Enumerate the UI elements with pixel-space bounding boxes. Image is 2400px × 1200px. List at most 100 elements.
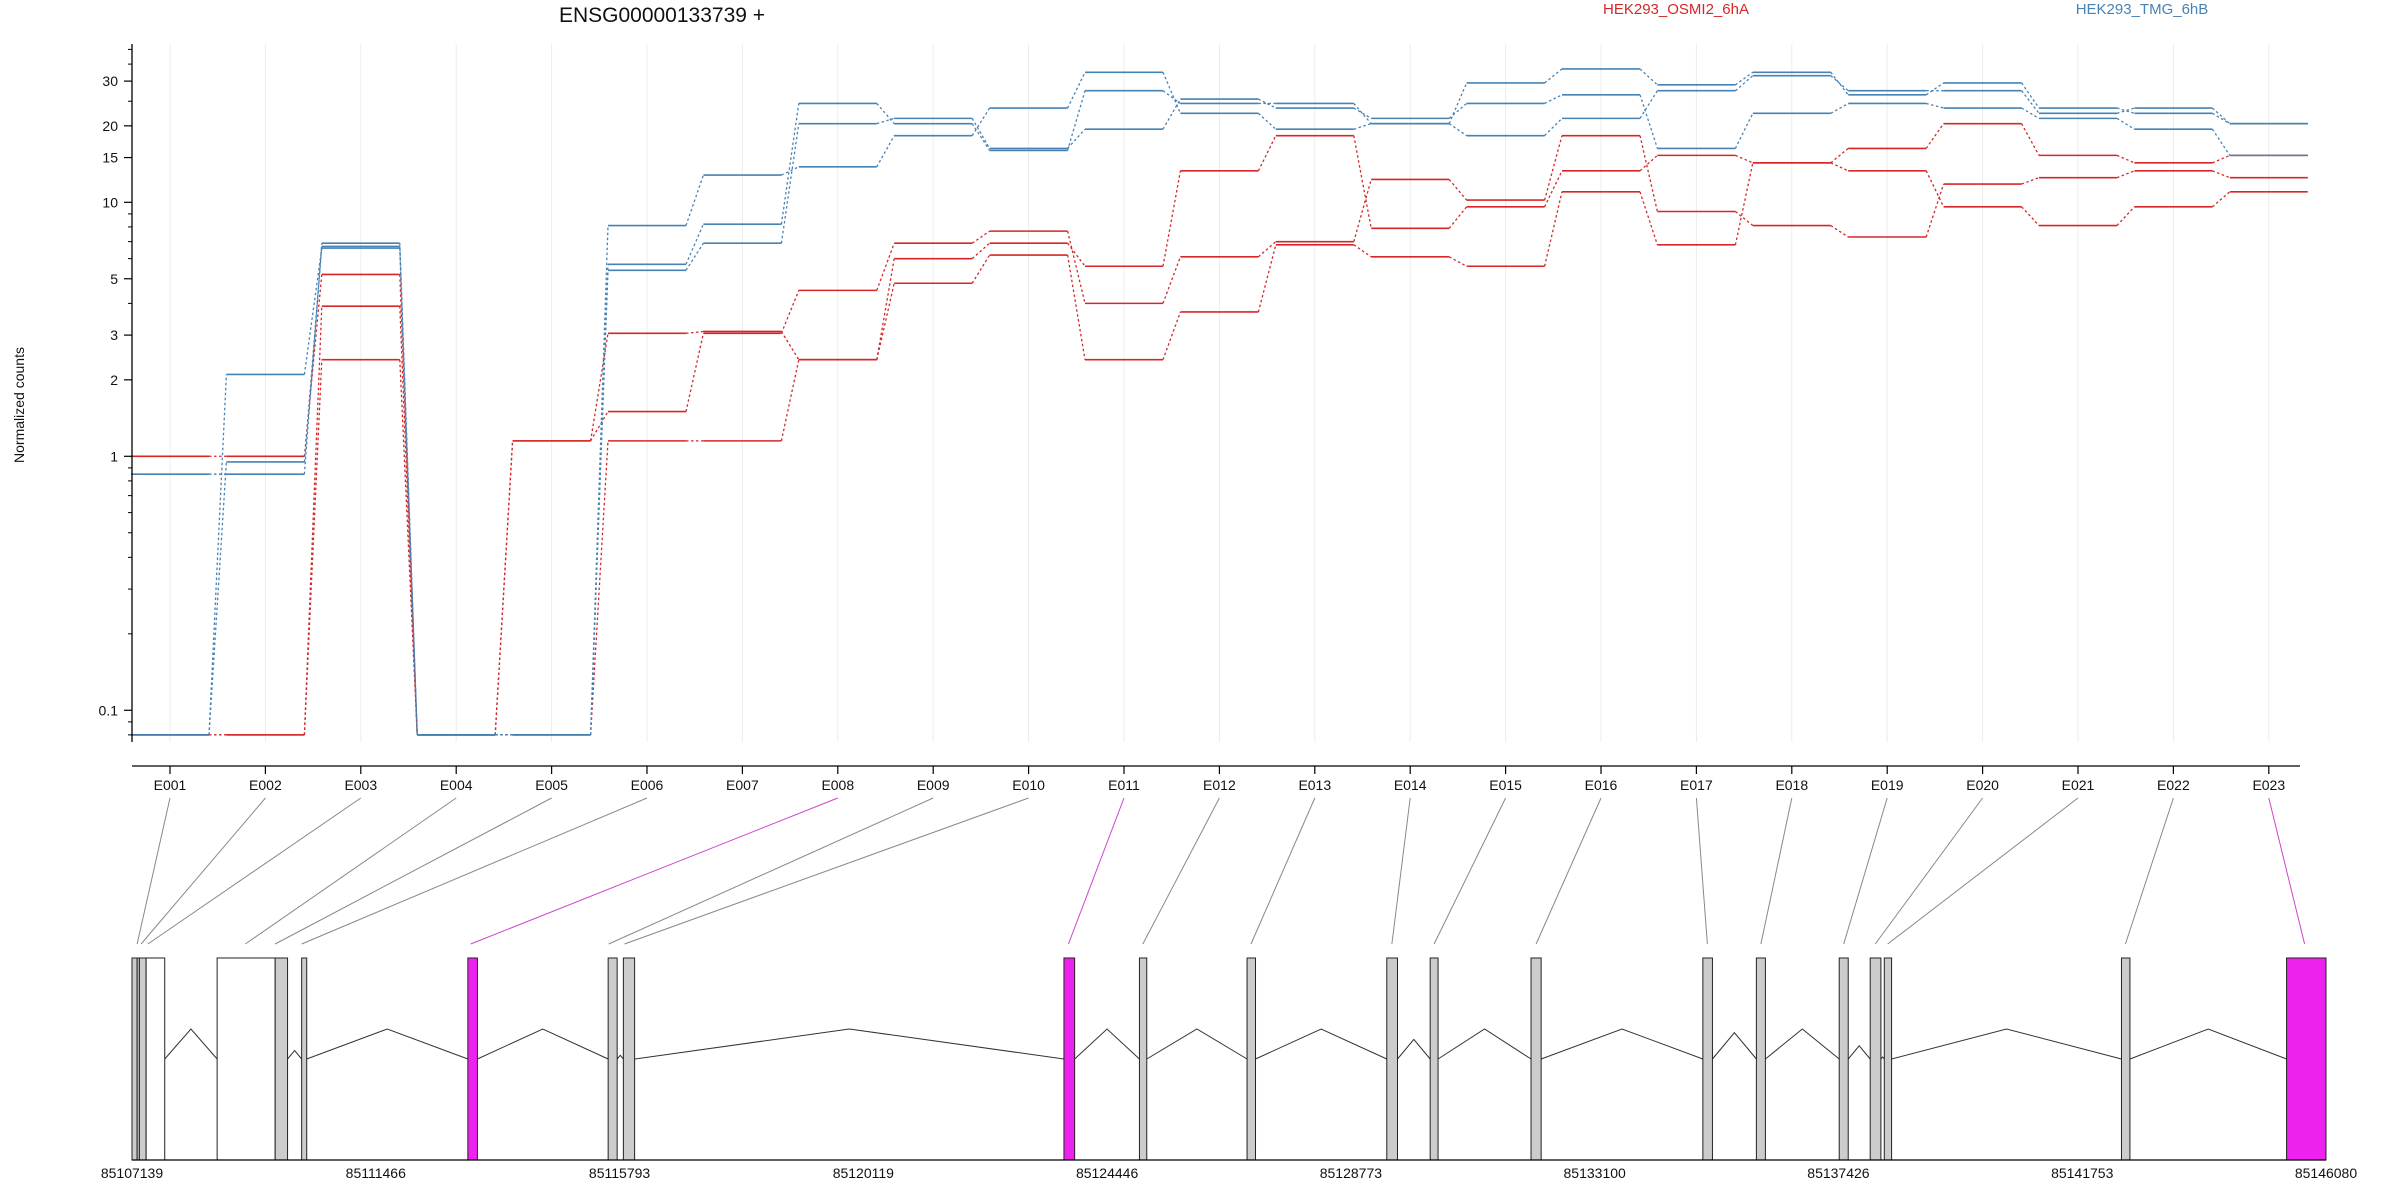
exon-box [216, 957, 276, 1161]
intron [1712, 1031, 1757, 1060]
series-3-connector [1830, 102, 1849, 114]
series-5-connector [971, 107, 991, 136]
series-3-connector [1734, 113, 1754, 149]
exon-box [1869, 957, 1882, 1161]
exon-link-lines [136, 797, 2306, 945]
intron [1765, 1028, 1840, 1060]
series-0-connector [685, 333, 705, 412]
series-0-connector [1925, 183, 1945, 238]
x-tick-label-e006: E006 [631, 777, 664, 793]
series-3-connector [1639, 94, 1659, 149]
intron [1880, 1056, 1885, 1060]
exon-link-e004 [245, 797, 457, 945]
series-5-connector [1257, 112, 1277, 130]
series-5-connector [685, 174, 705, 226]
intron [477, 1028, 609, 1060]
chart-title: ENSG00000133739 + [559, 4, 765, 27]
x-tick-label-e015: E015 [1489, 777, 1522, 793]
series-1-connector [1162, 170, 1182, 267]
x-tick-label-e014: E014 [1394, 777, 1427, 793]
series-1-connector [685, 330, 704, 334]
series-1-connector [1639, 154, 1658, 172]
series-2-connector [1066, 254, 1086, 360]
x-tick-label-e002: E002 [249, 777, 282, 793]
y-tick-label: 15 [102, 150, 118, 166]
series-2-connector [2116, 206, 2135, 226]
intron [1437, 1028, 1532, 1060]
series-1-connector [780, 331, 800, 361]
exon-link-e010 [624, 797, 1029, 945]
series-5-connector [781, 166, 800, 176]
series-0-connector [1066, 230, 1086, 304]
series-4-connector [780, 103, 800, 225]
x-tick-label-e018: E018 [1775, 777, 1808, 793]
series-4-connector [589, 264, 609, 735]
series-0-connector [1257, 241, 1277, 258]
gridlines [169, 44, 2270, 742]
series-2-connector [1639, 191, 1659, 246]
series-4-connector [1639, 90, 1658, 119]
intron [616, 1054, 624, 1060]
series-1-connector [1830, 147, 1849, 164]
x-tick-label-e013: E013 [1298, 777, 1331, 793]
y-tick-label: 1 [110, 448, 118, 464]
axes: 0.1 1 2 3 5 10 15 20 30 E001 E002 E003 E004 E005 E006 E… [99, 44, 2300, 793]
coordinate-label: 85146080 [2295, 1165, 2358, 1181]
exon-link-e006 [301, 797, 648, 945]
series-3-connector [1258, 98, 1277, 109]
exon-link-e009 [608, 797, 934, 945]
series-5-connector [208, 374, 228, 735]
series-5-connector [2021, 82, 2040, 109]
series-2-connector [780, 359, 800, 442]
exon-link-e020 [1874, 797, 1984, 945]
exon-link-e012 [1142, 797, 1220, 945]
x-tick-label-e012: E012 [1203, 777, 1236, 793]
x-tick-label-e007: E007 [726, 777, 759, 793]
exon-box [1138, 957, 1148, 1161]
series-4-connector [1544, 117, 1563, 137]
series-3-connector [303, 243, 323, 475]
intron [306, 1028, 469, 1060]
series-2-connector [589, 440, 609, 735]
x-tick-label-e008: E008 [821, 777, 854, 793]
series-2-connector [2021, 206, 2040, 226]
gene-model: 85107139 85111466 85115793 85120119 85124446… [101, 957, 2358, 1181]
series-0-connector [1543, 135, 1563, 201]
series-2-connector [1734, 162, 1754, 245]
series-4-connector [1734, 75, 1754, 92]
x-tick-label-e020: E020 [1966, 777, 1999, 793]
series-5-connector [1925, 82, 1944, 96]
x-tick-label-e019: E019 [1871, 777, 1904, 793]
x-tick-label-e011: E011 [1108, 777, 1140, 793]
exon-link-e011 [1067, 797, 1125, 945]
series-2-connector [1162, 311, 1182, 360]
exon-link-e001 [136, 797, 171, 945]
intron [1891, 1028, 2122, 1060]
series-1-connector [1448, 206, 1468, 229]
coordinate-label: 85107139 [101, 1165, 164, 1181]
exon-link-e015 [1433, 797, 1507, 945]
series-3-connector [2116, 117, 2135, 130]
series-5-connector [2116, 107, 2135, 114]
series-2-connector [1925, 170, 1945, 208]
series-4-connector [876, 103, 895, 125]
series-3-connector [1162, 98, 1181, 130]
series-5-connector [1353, 123, 1372, 130]
series-2-connector [876, 283, 895, 360]
exon-link-e021 [1887, 797, 2079, 945]
series-1-connector [399, 306, 418, 735]
exon-link-e019 [1843, 797, 1888, 945]
series-5-connector [1639, 68, 1658, 86]
coordinate-label: 85111466 [346, 1165, 406, 1181]
exon-box [2286, 957, 2327, 1161]
y-tick-label: 0.1 [99, 702, 119, 718]
series-1-connector [1257, 135, 1277, 172]
series-0-connector [590, 411, 609, 442]
series-0-connector [971, 230, 990, 244]
series-4-connector [1162, 90, 1181, 104]
legend-entry-tmg: HEK293_TMG_6hB [2076, 1, 2209, 18]
x-tick-label-e001: E001 [154, 777, 187, 793]
series-3-connector [971, 118, 991, 149]
series-2-connector [2211, 191, 2231, 208]
